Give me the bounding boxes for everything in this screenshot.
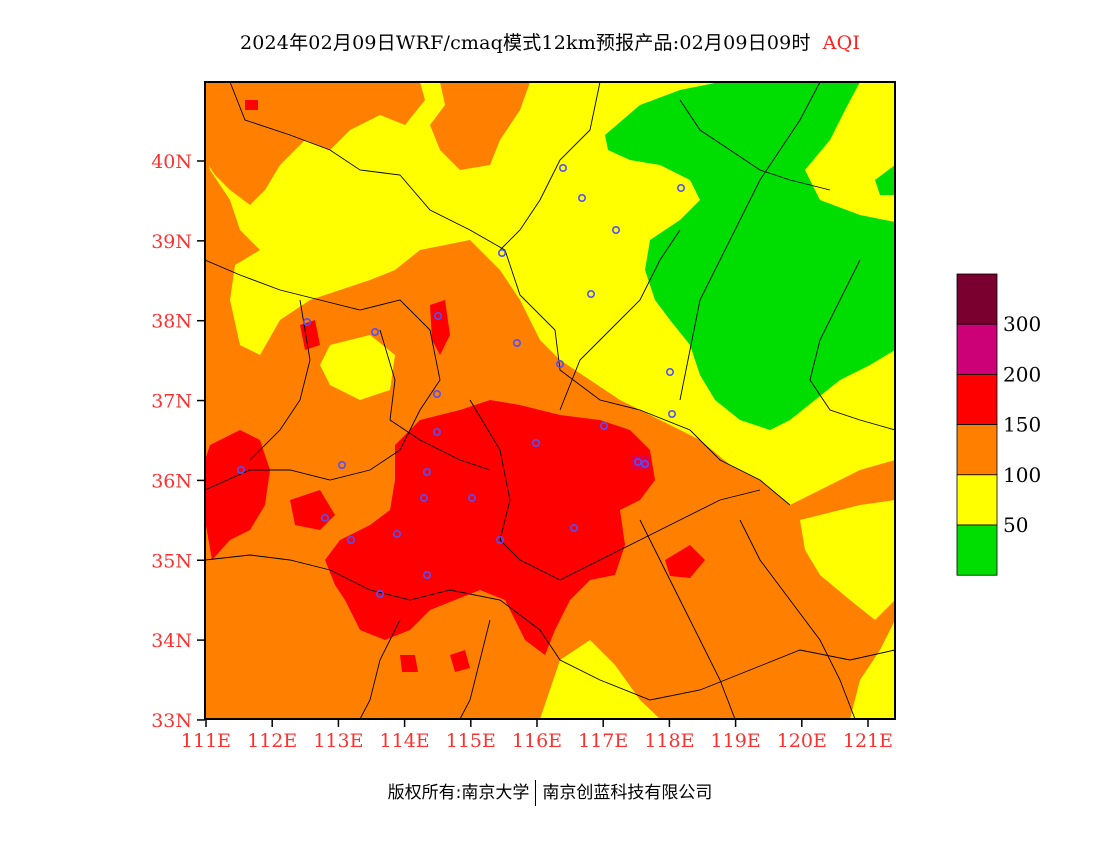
legend-swatch <box>956 474 998 526</box>
station-marker <box>375 589 384 598</box>
lon-label: 111E <box>181 730 231 752</box>
station-marker <box>392 529 401 538</box>
lon-label: 117E <box>578 730 628 752</box>
lat-label: 39N <box>151 231 192 253</box>
station-marker <box>422 570 431 579</box>
station-marker <box>346 535 355 544</box>
station-marker <box>667 409 676 418</box>
station-markers <box>237 164 685 598</box>
station-marker <box>676 184 685 193</box>
footer-separator <box>535 780 537 806</box>
aqi-band-50-100-central-patch <box>320 335 395 400</box>
aqi-band-0-50-northeast <box>605 82 895 430</box>
lon-label: 114E <box>380 730 430 752</box>
admin-boundaries <box>205 82 895 719</box>
longitude-axis: 111E 112E 113E 114E 115E 116E 117E 118E 119E 120E… <box>181 719 893 752</box>
station-marker <box>633 457 642 466</box>
station-marker <box>569 523 578 532</box>
aqi-band-150-200-central <box>325 400 655 655</box>
station-marker <box>665 367 674 376</box>
lon-label: 113E <box>313 730 363 752</box>
station-marker <box>432 389 441 398</box>
lat-label: 37N <box>151 391 192 413</box>
lon-label: 115E <box>446 730 496 752</box>
legend-swatch <box>956 273 998 325</box>
variable-label: AQI <box>822 32 861 54</box>
station-marker <box>419 493 428 502</box>
station-marker <box>302 317 311 326</box>
latitude-axis: 40N 39N 38N 37N 36N 35N 34N 33N <box>151 151 205 732</box>
aqi-band-150-200-hotspot <box>400 655 418 672</box>
lon-label: 121E <box>843 730 893 752</box>
lon-label: 112E <box>247 730 297 752</box>
station-marker <box>370 327 379 336</box>
title-text: 2024年02月09日WRF/cmaq模式12km预报产品:02月09日09时 <box>239 32 811 54</box>
station-marker <box>640 459 649 468</box>
station-marker <box>531 438 540 447</box>
station-marker <box>599 421 608 430</box>
station-marker <box>432 427 441 436</box>
legend-label: 50 <box>1003 513 1028 537</box>
aqi-band-150-200-hotspot <box>450 650 470 672</box>
copyright-right: 南京创蓝科技有限公司 <box>542 783 713 803</box>
copyright-left: 版权所有:南京大学 <box>387 783 530 803</box>
legend-label: 300 <box>1003 312 1041 336</box>
lon-label: 118E <box>644 730 694 752</box>
lat-label: 35N <box>151 550 192 572</box>
lon-label: 116E <box>512 730 562 752</box>
station-marker <box>433 311 442 320</box>
station-marker <box>577 194 586 203</box>
lon-label: 120E <box>777 730 827 752</box>
station-marker <box>495 535 504 544</box>
station-marker <box>611 226 620 235</box>
aqi-band-150-200-hotspot <box>665 545 705 578</box>
map-title: 2024年02月09日WRF/cmaq模式12km预报产品:02月09日09时 A… <box>0 28 1100 55</box>
station-marker <box>237 465 246 474</box>
aqi-band-50-100-east-patch <box>800 500 895 620</box>
legend-label: 100 <box>1003 463 1041 487</box>
lat-label: 38N <box>151 311 192 333</box>
legend-swatch <box>956 424 998 476</box>
aqi-band-150-200-hotspot <box>245 100 258 110</box>
station-marker <box>555 359 564 368</box>
aqi-legend: 300 200 150 100 50 <box>956 273 1041 576</box>
lon-label: 119E <box>711 730 761 752</box>
copyright-footer: 版权所有:南京大学 南京创蓝科技有限公司 <box>0 778 1100 806</box>
legend-swatch <box>956 373 998 425</box>
aqi-band-100-150-north-pocket <box>430 82 530 170</box>
lat-label: 40N <box>151 151 192 173</box>
station-marker <box>512 338 521 347</box>
aqi-band-150-200-west-patch <box>290 490 335 530</box>
station-marker <box>467 493 476 502</box>
station-marker <box>558 164 567 173</box>
station-marker <box>337 460 346 469</box>
aqi-band-0-50-coast-patch <box>875 165 895 195</box>
aqi-band-50-100-southeast-patch <box>850 620 895 719</box>
station-marker <box>422 467 431 476</box>
aqi-band-150-200-west <box>205 430 270 560</box>
station-marker <box>320 513 329 522</box>
legend-swatch <box>956 524 998 576</box>
lat-label: 36N <box>151 470 192 492</box>
aqi-band-100-150-northwest <box>205 82 425 205</box>
lat-label: 34N <box>151 630 192 652</box>
aqi-field <box>205 82 895 719</box>
legend-swatch <box>956 323 998 375</box>
station-marker <box>586 289 595 298</box>
legend-label: 200 <box>1003 362 1041 386</box>
station-marker <box>497 249 506 258</box>
legend-label: 150 <box>1003 413 1041 437</box>
lat-label: 33N <box>151 710 192 732</box>
